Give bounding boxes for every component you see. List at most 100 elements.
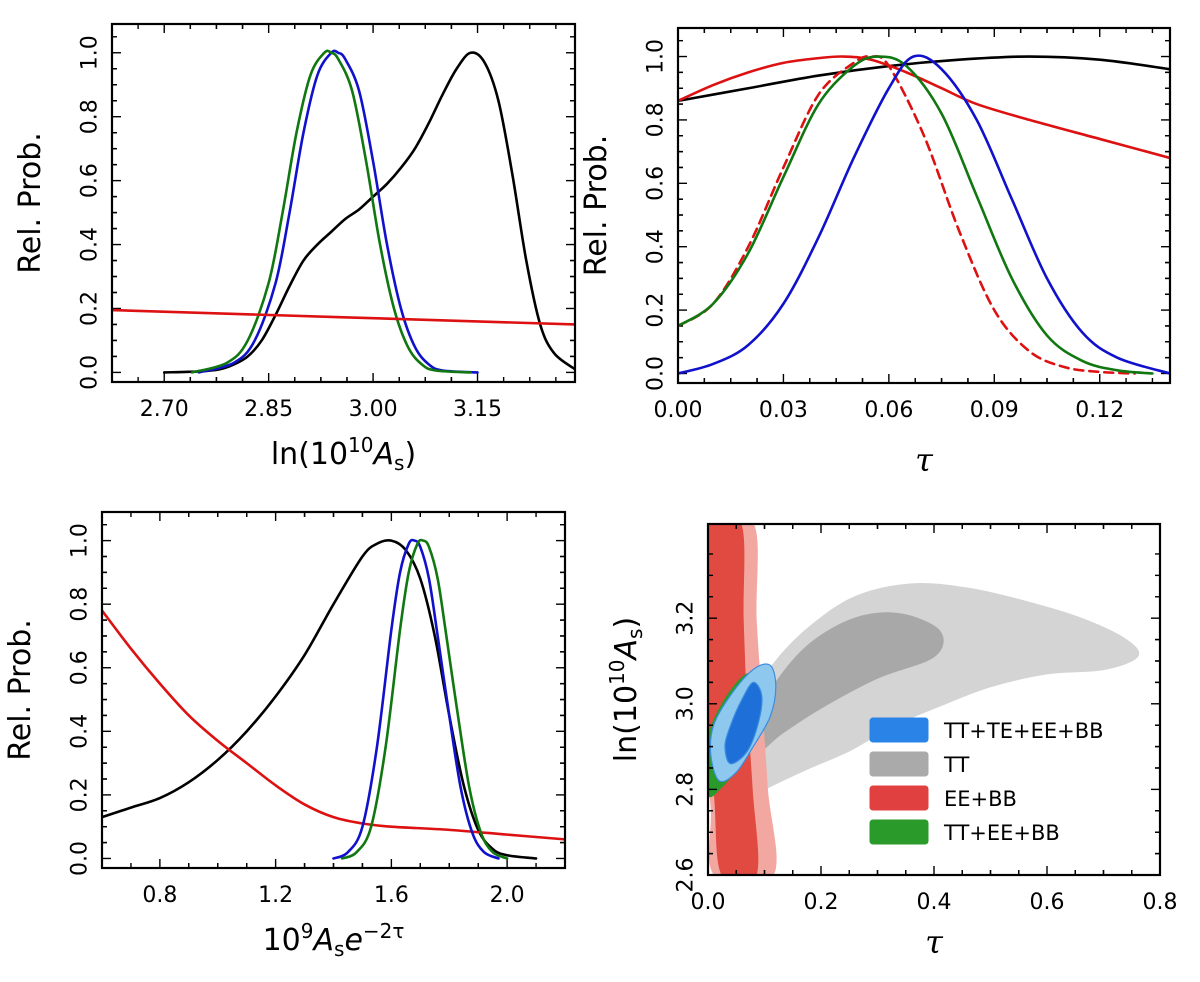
x-tick-label: 0.6 <box>1030 890 1065 915</box>
legend-label: EE+BB <box>944 787 1017 811</box>
series-line-tt-ee-bb <box>340 538 509 860</box>
panel-tau-posterior: 0.00 0.03 0.06 0.09 0.12 0.0 0.2 0.4 0.6 0.8 1.0 Re… <box>579 26 1172 479</box>
legend-label: TT+EE+BB <box>943 821 1060 845</box>
x-tick-label: 0.06 <box>864 398 913 423</box>
x-axis-label-sup: 9 <box>301 919 314 943</box>
contour-regions <box>708 524 1140 875</box>
y-axis-label-var: A <box>609 639 644 662</box>
x-axis-label-sub: s <box>334 937 344 961</box>
y-tick-label: 0.2 <box>78 291 103 326</box>
y-tick-label: 0.4 <box>78 227 103 262</box>
axes-frame <box>706 522 1162 877</box>
series-line-ee-bb-alt- <box>678 54 1137 375</box>
series-line-tt-te-ee-bb <box>197 49 479 374</box>
legend-swatch-tt-te-ee-bb <box>869 717 929 743</box>
x-axis-label-sub: s <box>394 451 404 475</box>
x-axis-label-base: ln(10 <box>271 437 348 472</box>
series-line-tt-te-ee-bb <box>332 538 500 860</box>
x-tick-label: 0.8 <box>1143 890 1178 915</box>
y-tick-label: 2.8 <box>674 772 699 807</box>
contour-region-tt-te-ee-bb-inner <box>724 681 763 765</box>
series-group <box>112 49 575 374</box>
x-tick-label: 0.00 <box>654 398 703 423</box>
series-line-tt <box>678 55 1170 103</box>
x-axis-label: τ <box>925 923 944 961</box>
x-axis-label-tail-sup: −2τ <box>363 919 405 943</box>
x-tick-label: 0.09 <box>970 398 1019 423</box>
y-tick-label: 2.6 <box>674 858 699 893</box>
legend-swatch-tt-ee-bb <box>869 819 929 845</box>
series-line-tt <box>102 538 538 860</box>
y-axis-label-base: ln(10 <box>609 685 644 762</box>
series-line-tt-ee-bb <box>678 55 1154 375</box>
y-tick-label: 1.0 <box>68 523 93 558</box>
panel-lnAs-posterior: 2.70 2.85 3.00 3.15 0.0 0.2 0.4 0.6 0.8 1.0 Rel. P… <box>13 22 577 475</box>
x-tick-label: 2.85 <box>244 397 293 422</box>
x-axis-label: τ <box>915 441 934 479</box>
series-line-ee-bb <box>102 609 565 841</box>
y-tick-label: 1.0 <box>644 39 669 74</box>
x-axis-label: 109Ase−2τ <box>263 919 405 961</box>
x-axis-label-var: A <box>311 923 334 958</box>
y-tick-label: 0.8 <box>78 99 103 134</box>
y-tick-label: 0.2 <box>68 777 93 812</box>
x-tick-label: 0.2 <box>804 890 839 915</box>
x-tick-label: 0.03 <box>759 398 808 423</box>
y-tick-label: 0.2 <box>644 293 669 328</box>
x-axis-label: ln(1010As) <box>271 433 416 475</box>
x-axis-label-var: A <box>372 437 395 472</box>
x-tick-label: 0.8 <box>142 883 177 908</box>
x-axis-label-base: 10 <box>263 923 301 958</box>
series-line-tt <box>162 51 575 374</box>
series-line-tt-ee-bb <box>190 49 472 374</box>
axes-frame <box>100 510 567 870</box>
x-tick-label: 0.4 <box>917 890 952 915</box>
x-tick-label: 2.0 <box>490 883 525 908</box>
y-tick-label: 1.0 <box>78 35 103 70</box>
x-tick-label: 3.15 <box>453 397 502 422</box>
series-line-tt-te-ee-bb <box>678 54 1170 375</box>
series-line-ee-bb <box>112 308 575 326</box>
legend-label: TT+TE+EE+BB <box>943 719 1104 743</box>
series-group <box>678 54 1170 375</box>
x-tick-label: 1.2 <box>258 883 293 908</box>
y-axis-label: Rel. Prob. <box>579 135 614 277</box>
x-tick-label: 3.00 <box>349 397 398 422</box>
y-axis-label-sub: s <box>623 629 647 639</box>
legend-swatch-ee-bb <box>869 785 929 811</box>
series-group <box>102 538 565 860</box>
legend-label: TT <box>943 753 969 777</box>
x-axis-label-tail: e <box>344 923 362 958</box>
panel-Ase2tau-posterior: 0.8 1.2 1.6 2.0 0.0 0.2 0.4 0.6 0.8 1.0 Rel. Prob.… <box>3 510 567 961</box>
y-tick-label: 0.6 <box>644 166 669 201</box>
y-tick-label: 0.8 <box>68 587 93 622</box>
axes-frame <box>676 26 1172 385</box>
y-axis-label: ln(1010As) <box>605 617 647 762</box>
legend-swatch-tt <box>869 751 929 777</box>
y-tick-label: 3.0 <box>674 686 699 721</box>
x-axis-label-close: ) <box>404 437 416 472</box>
y-axis-label-close: ) <box>609 617 644 629</box>
x-axis-label-sup: 10 <box>348 433 373 457</box>
y-tick-label: 0.4 <box>644 229 669 264</box>
axes-frame <box>110 22 577 384</box>
y-tick-label: 0.6 <box>68 650 93 685</box>
y-tick-label: 3.2 <box>674 601 699 636</box>
x-tick-label: 0.12 <box>1075 398 1124 423</box>
y-tick-label: 0.0 <box>78 355 103 390</box>
y-tick-label: 0.6 <box>78 163 103 198</box>
y-tick-label: 0.0 <box>644 356 669 391</box>
x-tick-label: 0.0 <box>691 890 726 915</box>
y-tick-label: 0.0 <box>68 841 93 876</box>
series-line-ee-bb <box>678 55 1170 160</box>
x-tick-label: 1.6 <box>374 883 409 908</box>
panel-tau-lnAs-contour: 0.0 0.2 0.4 0.6 0.8 2.6 2.8 3.0 3.2 TT+TE+EE+BB TT… <box>605 522 1178 961</box>
y-axis-label: Rel. Prob. <box>13 132 48 274</box>
y-tick-label: 0.4 <box>68 714 93 749</box>
y-tick-label: 0.8 <box>644 102 669 137</box>
y-axis-label: Rel. Prob. <box>3 619 38 761</box>
x-tick-label: 2.70 <box>140 397 189 422</box>
y-axis-label-sup: 10 <box>605 659 629 684</box>
